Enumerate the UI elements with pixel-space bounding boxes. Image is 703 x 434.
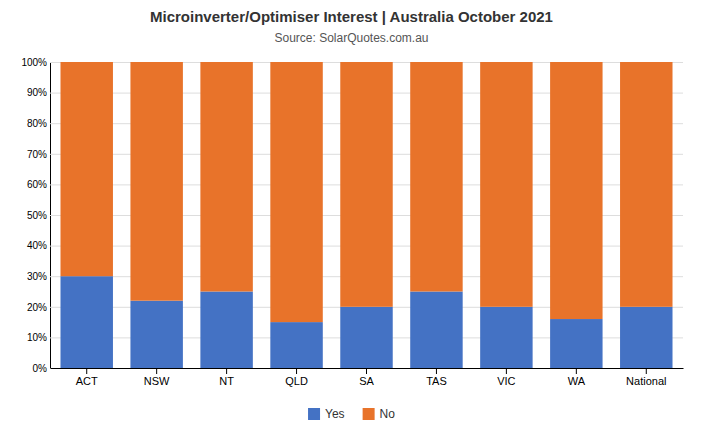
tick-mark [296,368,297,374]
bar [480,307,532,368]
bar [410,292,462,369]
x-tick: QLD [285,368,308,387]
bar [200,292,252,369]
y-tick-label: 0% [33,363,48,374]
legend-swatch [308,408,320,420]
tick-mark [86,368,87,374]
legend-swatch [363,408,375,420]
y-axis-line [51,63,684,369]
bar [200,62,252,292]
plot: 0% 10% 20% 30% 40% 50% 60% 70% 80% 90% 100% ACT NSW N… [21,57,683,387]
legend-label: Yes [325,407,345,421]
bar [410,62,462,292]
y-tick-label: 20% [27,302,47,313]
x-tick-label: ACT [76,375,98,387]
bar [620,307,672,368]
x-tick: WA [568,368,586,387]
legend-item: No [363,407,396,421]
title: Microinverter/Optimiser Interest | Austr… [150,8,553,25]
chart: Microinverter/Optimiser Interest | Austr… [0,0,703,434]
tick-mark [436,368,437,374]
y-tick-label: 30% [27,271,47,282]
x-tick-label: NSW [144,375,170,387]
y-tick-label: 50% [27,210,47,221]
x-tick: NSW [144,368,170,387]
x-tick-label: VIC [497,375,515,387]
x-tick-label: NT [219,375,234,387]
bar [270,322,322,368]
bar [270,62,322,322]
y-tick-label: 90% [27,87,47,98]
legend: Yes No [308,407,395,421]
x-tick: TAS [426,368,447,387]
bar [480,62,532,307]
x-tick-label: National [626,375,666,387]
y-tick-label: 80% [27,118,47,129]
y-tick-label: 60% [27,179,47,190]
bar [130,62,182,301]
x-tick-label: WA [568,375,586,387]
tick-mark [366,368,367,374]
y-axis: 0% 10% 20% 30% 40% 50% 60% 70% 80% 90% 100% [21,57,683,374]
x-tick: VIC [497,368,515,387]
bar [340,307,392,368]
bar [550,319,602,368]
bar [60,276,112,368]
tick-mark [506,368,507,374]
bars [60,62,672,368]
y-tick-label: 70% [27,149,47,160]
subtitle: Source: SolarQuotes.com.au [274,31,428,45]
x-tick: ACT [76,368,98,387]
tick-mark [226,368,227,374]
x-tick-label: QLD [285,375,308,387]
legend-item: Yes [308,407,345,421]
x-tick-label: SA [359,375,374,387]
legend-label: No [380,407,396,421]
bar [340,62,392,307]
tick-mark [576,368,577,374]
x-tick: SA [359,368,374,387]
x-tick: NT [219,368,234,387]
series [60,62,672,322]
x-tick-label: TAS [426,375,447,387]
tick-mark [646,368,647,374]
bar [60,62,112,276]
bar [620,62,672,307]
y-tick-label: 40% [27,240,47,251]
x-axis: ACT NSW NT QLD SA TAS VIC WA National [51,368,684,387]
tick-mark [156,368,157,374]
bar [130,301,182,368]
y-tick-label: 10% [27,332,47,343]
bar [550,62,602,319]
x-tick: National [626,368,666,387]
y-tick-label: 100% [21,57,47,68]
